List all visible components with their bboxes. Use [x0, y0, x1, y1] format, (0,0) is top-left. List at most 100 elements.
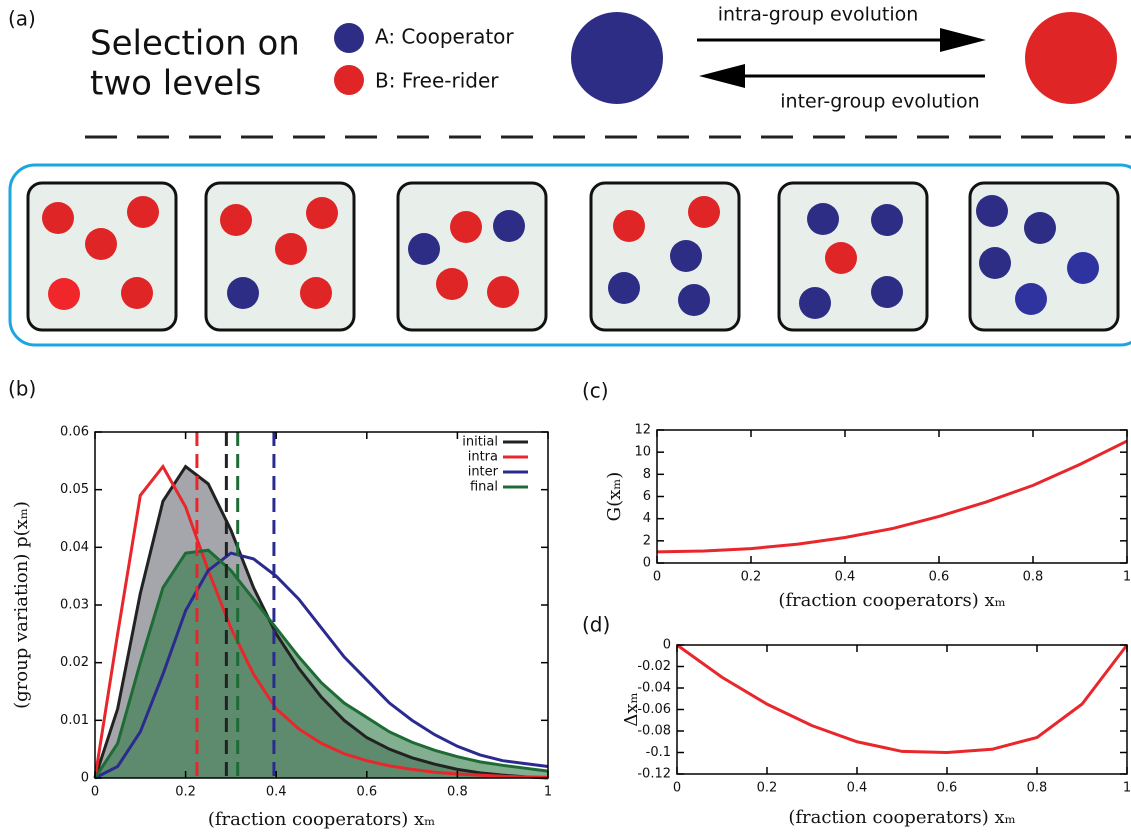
x-tick-label: 0.6: [937, 781, 958, 796]
legend-text: final: [470, 480, 498, 495]
y-tick-label: -0.02: [637, 659, 671, 674]
y-tick-label: 0.01: [60, 713, 89, 728]
y-axis-label: (group variation) p(xₘ): [11, 501, 32, 709]
panel-label: (c): [582, 379, 609, 403]
individual: [121, 277, 153, 309]
x-axis-label: (fraction cooperators) xₘ: [788, 807, 1015, 828]
x-tick-label: 0.8: [447, 785, 468, 800]
plot-frame: [676, 644, 1128, 775]
x-axis-label: (fraction cooperators) xₘ: [778, 590, 1005, 611]
x-tick-label: 0.4: [266, 785, 287, 800]
arrow-label: intra-group evolution: [718, 4, 919, 26]
y-tick-label: 4: [643, 511, 651, 526]
individual: [825, 242, 857, 274]
y-tick-label: 10: [634, 445, 651, 460]
title-line: Selection on: [90, 24, 300, 64]
arrow-head: [699, 64, 745, 88]
panel-label: (a): [8, 7, 36, 31]
legend-swatch: [334, 23, 364, 53]
line: [656, 439, 1128, 554]
group-box: [968, 181, 1120, 332]
x-tick-label: 0.6: [929, 570, 950, 585]
arrow-head: [940, 28, 986, 52]
y-tick-label: -0.06: [637, 702, 671, 717]
y-tick-label: -0.04: [637, 681, 671, 696]
legend-text: inter: [468, 465, 499, 480]
individual: [1067, 252, 1099, 284]
legend-text: A: Cooperator: [375, 25, 514, 49]
x-tick-label: 0.2: [757, 781, 778, 796]
individual: [300, 277, 332, 309]
x-tick-label: 0: [91, 785, 99, 800]
y-tick-label: 0: [663, 638, 671, 653]
x-tick-label: 1: [1123, 570, 1131, 585]
freerider-group: [1025, 12, 1117, 104]
y-tick-label: 0.05: [60, 482, 89, 497]
individual: [487, 276, 519, 308]
individual: [613, 210, 645, 242]
y-tick-label: 6: [643, 489, 651, 504]
title-line: two levels: [90, 64, 261, 104]
individual: [976, 195, 1008, 227]
x-tick-label: 0: [673, 781, 681, 796]
y-tick-label: 0.04: [60, 540, 89, 555]
x-tick-label: 0.4: [835, 570, 856, 585]
line: [93, 548, 549, 779]
line: [94, 551, 549, 780]
x-axis-label: (fraction cooperators) xₘ: [208, 809, 435, 830]
individual: [436, 268, 468, 300]
line: [93, 464, 549, 780]
individual: [678, 284, 710, 316]
y-tick-label: -0.1: [646, 745, 671, 760]
y-axis-label: Δxₘ: [621, 692, 642, 726]
individual: [275, 233, 307, 265]
x-tick-label: 1: [1123, 781, 1131, 796]
y-tick-label: 0.03: [60, 598, 89, 613]
individual: [688, 196, 720, 228]
individual: [608, 272, 640, 304]
individual: [408, 233, 440, 265]
y-tick-label: 12: [634, 423, 651, 438]
area: [95, 550, 548, 778]
individual: [306, 197, 338, 229]
groups: [26, 181, 1120, 332]
individual: [450, 211, 482, 243]
arrow-label: inter-group evolution: [780, 91, 979, 113]
y-tick-label: 0: [81, 771, 89, 786]
y-tick-label: 2: [643, 533, 651, 548]
x-tick-label: 0: [653, 570, 661, 585]
line: [93, 463, 549, 779]
y-tick-label: -0.08: [637, 724, 671, 739]
individual: [220, 204, 252, 236]
y-tick-label: 8: [643, 467, 651, 482]
legend-text: initial: [462, 435, 498, 450]
x-tick-label: 1: [544, 785, 552, 800]
individual: [871, 204, 903, 236]
individual: [807, 203, 839, 235]
x-tick-label: 0.2: [741, 570, 762, 585]
plot-frame: [656, 429, 1128, 564]
x-tick-label: 0.8: [1023, 570, 1044, 585]
x-tick-label: 0.8: [1027, 781, 1048, 796]
individual: [85, 228, 117, 260]
individual: [493, 210, 525, 242]
individual: [48, 278, 80, 310]
legend-swatch: [334, 65, 364, 95]
y-tick-label: -0.12: [637, 767, 671, 782]
y-tick-label: 0.02: [60, 655, 89, 670]
individual: [227, 277, 259, 309]
legend-text: B: Free-rider: [375, 69, 499, 93]
legend-text: intra: [468, 450, 498, 465]
individual: [670, 240, 702, 272]
x-tick-label: 0.4: [847, 781, 868, 796]
y-tick-label: 0.06: [60, 425, 89, 440]
individual: [1024, 212, 1056, 244]
x-tick-label: 0.6: [356, 785, 377, 800]
line: [676, 643, 1129, 755]
individual: [799, 287, 831, 319]
population-frame: [8, 163, 1131, 347]
individual: [127, 196, 159, 228]
cooperator-group: [571, 12, 663, 104]
x-tick-label: 0.2: [175, 785, 196, 800]
